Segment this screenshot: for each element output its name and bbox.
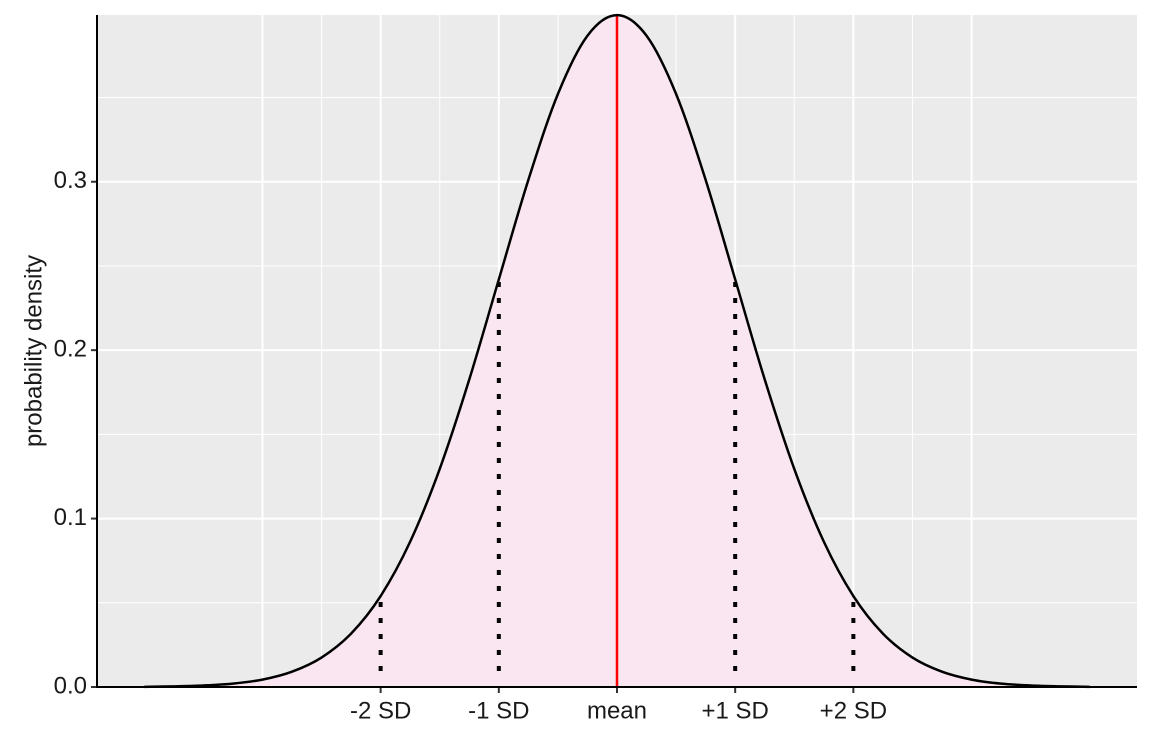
x-tick-label: -2 SD	[350, 697, 411, 724]
x-tick-label: -1 SD	[468, 697, 529, 724]
y-axis-title: probability density	[20, 255, 47, 447]
y-tick-label: 0.3	[54, 167, 87, 194]
y-tick-label: 0.2	[54, 336, 87, 363]
y-tick-label: 0.1	[54, 504, 87, 531]
x-tick-label: mean	[587, 697, 647, 724]
x-tick-label: +2 SD	[820, 697, 887, 724]
density-curve	[144, 13, 1090, 689]
y-tick-label: 0.0	[54, 672, 87, 699]
x-tick-label: +1 SD	[701, 697, 768, 724]
